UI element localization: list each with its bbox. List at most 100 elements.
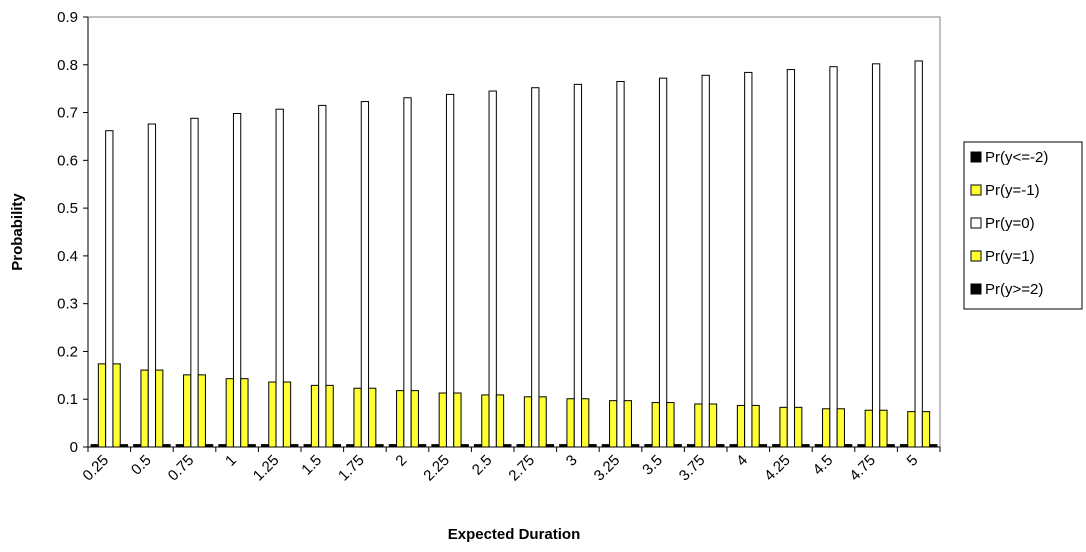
x-tick-label: 1 — [222, 452, 240, 470]
bar — [836, 408, 845, 448]
bar — [240, 378, 249, 448]
bar — [829, 66, 838, 448]
legend-label: Pr(y>=2) — [985, 281, 1043, 298]
bar — [275, 108, 284, 448]
bar — [488, 90, 497, 448]
y-tick-label: 0.5 — [57, 200, 78, 217]
bar — [162, 444, 171, 448]
bar — [588, 444, 597, 448]
bar — [822, 408, 831, 448]
bar — [651, 402, 660, 448]
bar — [396, 390, 405, 448]
bar — [183, 374, 192, 448]
legend-box — [963, 141, 1083, 310]
bar — [814, 444, 824, 448]
bar — [616, 81, 625, 448]
bar — [879, 409, 888, 448]
bar — [758, 444, 768, 448]
bar — [694, 403, 703, 448]
bar — [701, 74, 710, 448]
x-tick-label: 4.75 — [846, 452, 879, 485]
x-tick-label: 3.75 — [676, 452, 709, 485]
legend-item: Pr(y=-1) — [970, 182, 1040, 199]
y-tick-label: 0.9 — [57, 9, 78, 26]
bar — [794, 406, 803, 448]
bar — [147, 123, 157, 448]
x-axis: 0.25 0.5 0.75 1 1.25 1.5 1.75 2 2.25 2.5 2.75 3 3.25… — [79, 446, 941, 485]
y-tick-label: 0.6 — [57, 152, 78, 169]
bar — [445, 93, 455, 448]
bar — [772, 444, 781, 448]
bar — [260, 444, 270, 448]
bar — [303, 444, 312, 448]
x-tick-label: 2.5 — [469, 452, 496, 479]
bar — [686, 444, 696, 448]
bar — [929, 444, 938, 448]
bar — [623, 400, 632, 448]
bar — [155, 369, 164, 448]
bar — [247, 444, 256, 448]
bar — [190, 117, 199, 448]
bar — [495, 394, 505, 448]
bar — [736, 404, 746, 448]
legend-item: Pr(y<=-2) — [970, 149, 1048, 166]
x-tick-label: 1.75 — [335, 452, 368, 485]
bar — [573, 83, 583, 448]
bar — [716, 444, 725, 448]
bar — [431, 444, 440, 448]
y-tick-label: 0.8 — [57, 57, 78, 74]
bar — [516, 444, 525, 448]
y-tick-label: 0.3 — [57, 296, 78, 313]
bar — [325, 384, 334, 448]
bar — [503, 444, 512, 448]
bar — [388, 444, 398, 448]
legend-label: Pr(y=1) — [985, 248, 1035, 265]
bar — [197, 374, 206, 448]
x-tick-label: 0.25 — [79, 452, 112, 485]
bar — [658, 77, 668, 448]
bar — [97, 363, 107, 448]
y-axis-title: Probability — [9, 193, 26, 271]
bar — [268, 381, 277, 448]
bar — [779, 406, 788, 448]
x-tick-label: 3 — [563, 452, 581, 470]
bar — [566, 398, 575, 448]
bar — [786, 69, 796, 448]
bar — [729, 444, 738, 448]
bar — [225, 378, 234, 448]
x-tick-label: 2.25 — [420, 452, 453, 485]
legend-item: Pr(y=1) — [970, 248, 1035, 265]
legend-label: Pr(y=-1) — [985, 182, 1040, 199]
y-tick-label: 0.2 — [57, 343, 78, 360]
bar — [601, 444, 611, 448]
bar — [318, 104, 327, 448]
legend-item: Pr(y>=2) — [970, 281, 1043, 298]
bar — [744, 71, 753, 448]
bar — [708, 403, 718, 448]
plot-area — [87, 16, 941, 448]
legend-swatch — [970, 250, 982, 262]
bar — [453, 392, 462, 448]
y-tick-label: 0 — [70, 439, 78, 456]
bar — [140, 369, 149, 448]
y-axis: 0 0.1 0.2 0.3 0.4 0.5 0.6 0.7 0.8 0.9 — [57, 9, 89, 456]
x-tick-label: 2 — [392, 452, 410, 470]
bar — [481, 394, 490, 448]
legend-swatch — [970, 217, 982, 229]
bar — [133, 444, 142, 448]
legend: Pr(y<=-2) Pr(y=-1) Pr(y=0) Pr(y=1) Pr(y>=2) — [963, 141, 1083, 310]
bar — [112, 363, 121, 448]
bar — [119, 444, 129, 448]
bar — [523, 396, 533, 448]
x-tick-label: 0.5 — [128, 452, 155, 479]
bar — [531, 87, 540, 448]
bar — [438, 392, 447, 448]
bar — [346, 444, 355, 448]
bar — [375, 444, 384, 448]
x-axis-title: Expected Duration — [448, 526, 581, 543]
y-tick-label: 0.7 — [57, 105, 78, 122]
y-tick-label: 0.4 — [57, 248, 78, 265]
legend-label: Pr(y<=-2) — [985, 149, 1048, 166]
bar — [460, 444, 469, 448]
